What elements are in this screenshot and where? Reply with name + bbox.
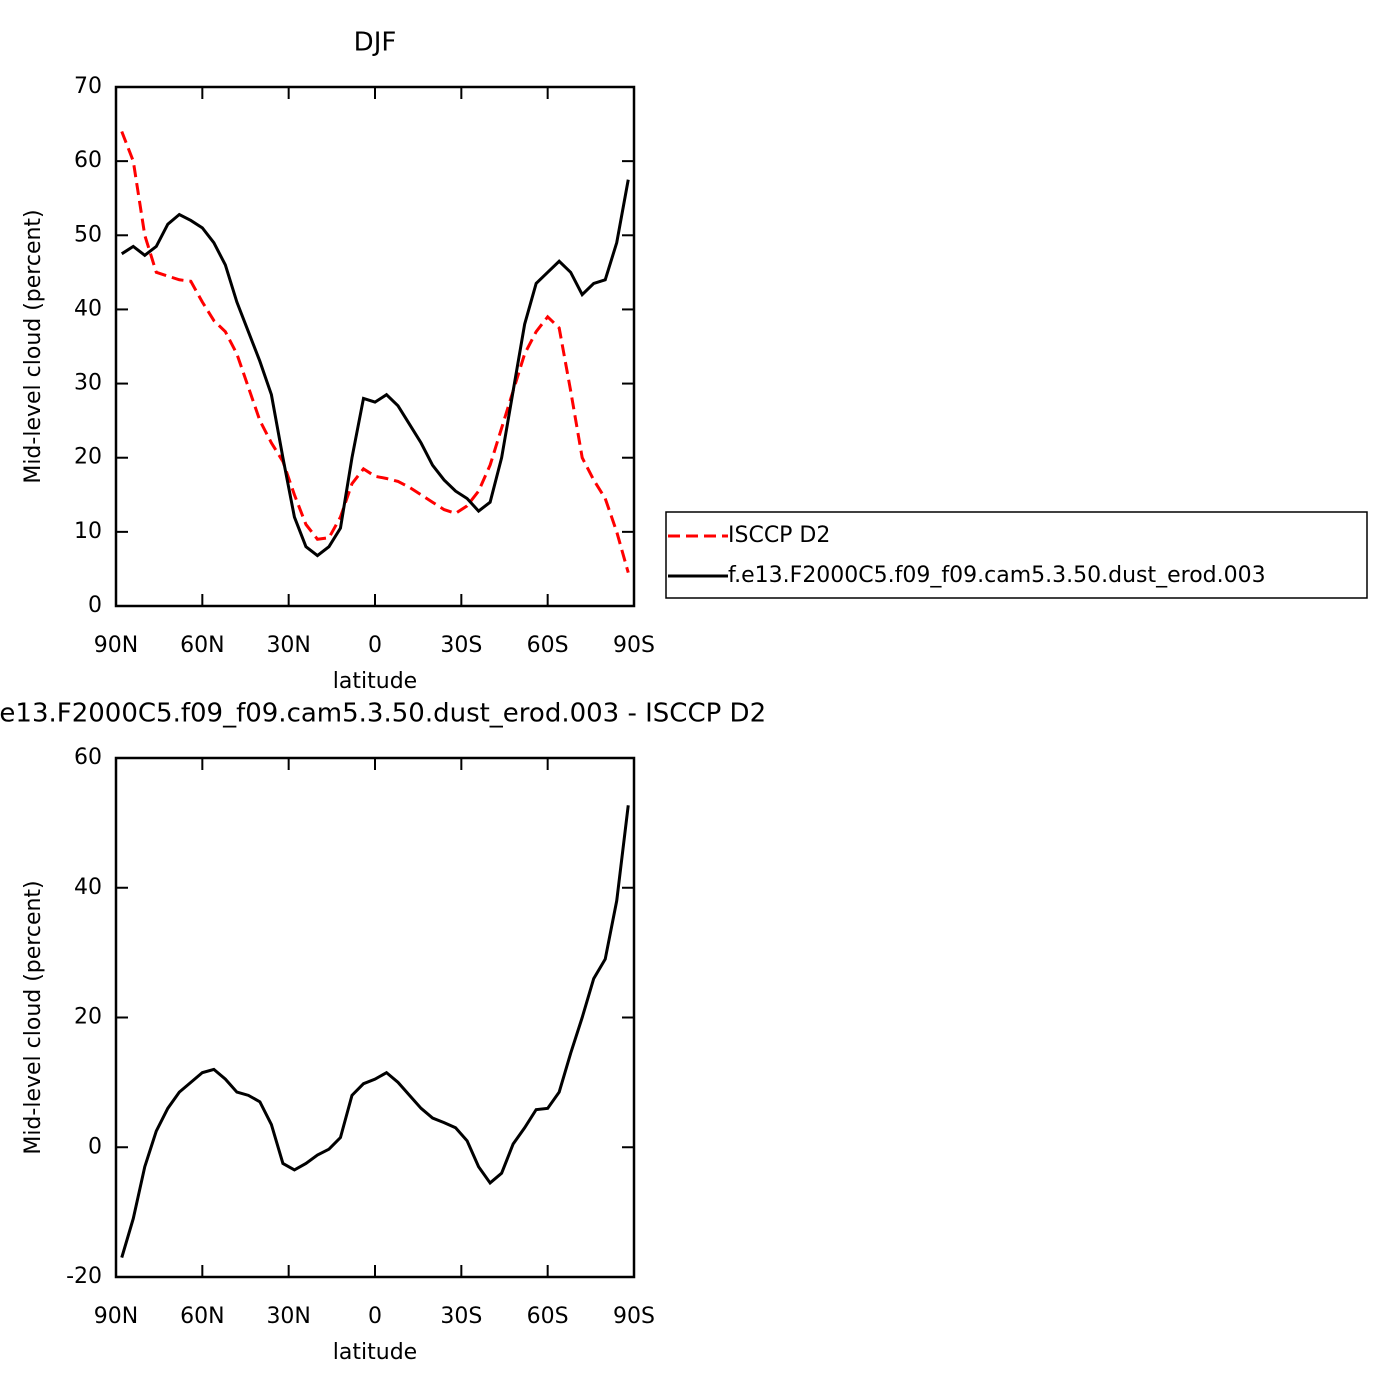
y-tick-label: 0 xyxy=(88,593,102,618)
x-tick-label: 90S xyxy=(613,633,655,658)
x-tick-label: 90N xyxy=(94,633,138,658)
data-line xyxy=(120,130,630,574)
plot-frame xyxy=(114,756,636,1279)
y-tick-label: 30 xyxy=(74,371,102,396)
y-tick-label: 70 xyxy=(74,74,102,99)
plot-frame xyxy=(114,85,636,608)
x-axis-label: latitude xyxy=(333,669,417,694)
y-tick-label: 10 xyxy=(74,519,102,544)
x-tick-label: 90S xyxy=(613,1304,655,1329)
legend-box xyxy=(665,511,1368,599)
data-line xyxy=(120,179,630,558)
x-axis-label: latitude xyxy=(333,1340,417,1365)
x-tick-label: 30S xyxy=(440,1304,482,1329)
x-tick-label: 30S xyxy=(440,633,482,658)
y-tick-label: 40 xyxy=(74,875,102,900)
x-tick-label: 60N xyxy=(180,633,224,658)
y-tick-label: 40 xyxy=(74,296,102,321)
x-tick-label: 60N xyxy=(180,1304,224,1329)
data-line xyxy=(120,805,630,1258)
chart-title: f.e13.F2000C5.f09_f09.cam5.3.50.dust_ero… xyxy=(0,699,766,729)
y-tick-label: 0 xyxy=(88,1134,102,1159)
y-tick-label: 20 xyxy=(74,1005,102,1030)
x-tick-label: 30N xyxy=(266,633,310,658)
legend-label: ISCCP D2 xyxy=(728,523,830,548)
y-tick-label: -20 xyxy=(66,1264,102,1289)
y-tick-label: 60 xyxy=(74,745,102,770)
x-tick-label: 0 xyxy=(368,1304,382,1329)
x-tick-label: 30N xyxy=(266,1304,310,1329)
y-axis-label: Mid-level cloud (percent) xyxy=(21,880,46,1154)
x-tick-label: 60S xyxy=(527,633,569,658)
y-axis-label: Mid-level cloud (percent) xyxy=(21,209,46,483)
y-tick-label: 20 xyxy=(74,445,102,470)
y-tick-label: 50 xyxy=(74,222,102,247)
x-tick-label: 60S xyxy=(527,1304,569,1329)
x-tick-label: 0 xyxy=(368,633,382,658)
x-tick-label: 90N xyxy=(94,1304,138,1329)
legend-label: f.e13.F2000C5.f09_f09.cam5.3.50.dust_ero… xyxy=(728,563,1266,588)
y-tick-label: 60 xyxy=(74,148,102,173)
chart-title: DJF xyxy=(354,28,397,58)
